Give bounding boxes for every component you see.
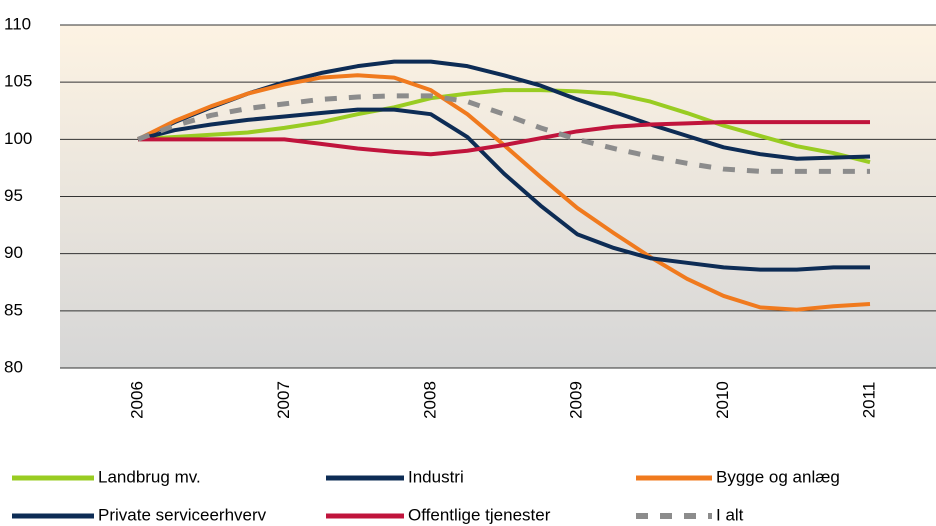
legend-label: Landbrug mv. [98,467,201,486]
y-tick-label: 100 [4,129,32,148]
x-tick-label: 2010 [713,381,732,419]
legend-label: I alt [716,505,744,524]
series-line [137,107,870,272]
x-tick-label: 2011 [859,382,878,419]
y-tick-label: 80 [4,357,23,376]
x-tick-label: 2008 [420,381,439,419]
x-tick-label: 2006 [127,381,146,419]
x-tick-label: 2009 [567,381,586,419]
legend-label: Industri [408,467,464,486]
series-line [138,120,870,157]
y-tick-label: 85 [4,300,23,319]
legend-label: Offentlige tjenester [408,505,551,524]
series-line [137,88,871,165]
legend-label: Bygge og anlæg [716,467,840,486]
series-line [137,93,870,174]
y-tick-label: 105 [4,72,32,91]
x-tick-label: 2007 [274,381,293,419]
y-tick-label: 95 [4,186,23,205]
legend-label: Private serviceerhverv [98,505,267,524]
y-tick-label: 110 [4,14,31,33]
y-tick-label: 90 [4,243,23,262]
